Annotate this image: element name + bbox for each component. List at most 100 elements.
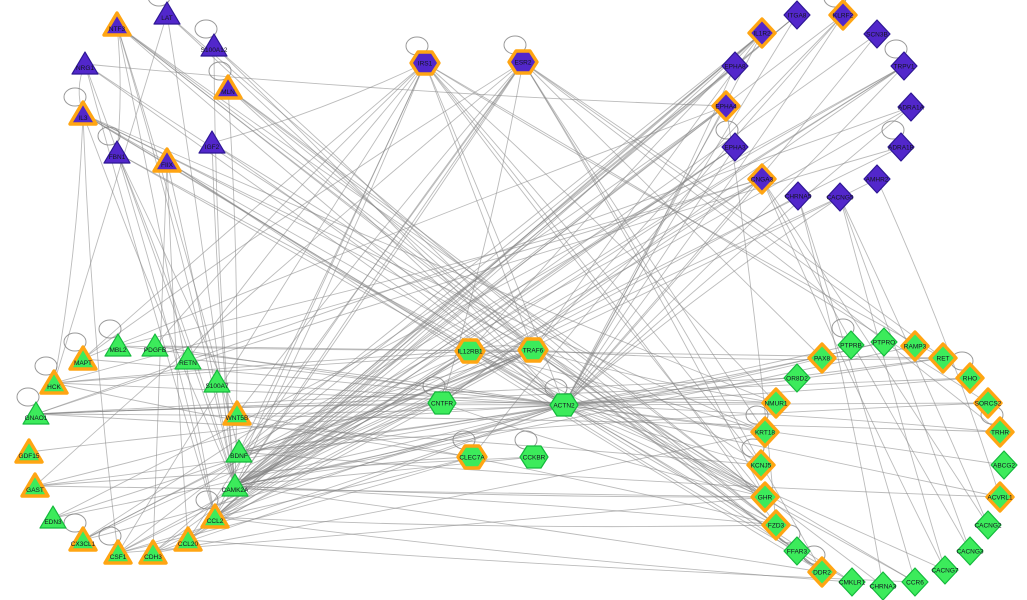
edge (117, 350, 471, 554)
node-chrna5[interactable]: CHRNA5 (784, 181, 812, 211)
edge (117, 496, 766, 554)
edge (82, 178, 763, 541)
node-il3[interactable]: IL3 (68, 100, 98, 126)
edge (35, 413, 762, 466)
node-abcg2[interactable]: ABCG2 (990, 450, 1018, 480)
node-adra1a[interactable]: ADRA1A (897, 92, 925, 122)
edge (532, 32, 763, 351)
node-ntf3[interactable]: NTF3 (102, 11, 132, 37)
node-itga8[interactable]: ITGA8 (783, 0, 811, 30)
node-igf2[interactable]: IGF2 (198, 130, 226, 154)
node-actn2[interactable]: ACTN2 (549, 393, 579, 417)
node-ddr2[interactable]: DDR2 (807, 556, 837, 588)
edge (214, 516, 777, 528)
edge (214, 456, 473, 518)
node-traf6[interactable]: TRAF6 (517, 337, 549, 363)
edge (563, 178, 763, 406)
node-chrna3[interactable]: CHRNA3 (869, 571, 897, 600)
diamond-node-shape (956, 536, 984, 566)
diamond-node-shape (783, 0, 811, 30)
node-ret[interactable]: RET (928, 342, 958, 374)
edge (35, 377, 971, 415)
triangle-node-shape (152, 147, 182, 173)
node-cacng5[interactable]: CACNG5 (826, 182, 854, 212)
node-edn3[interactable]: EDN3 (39, 505, 67, 529)
edge (152, 14, 798, 554)
triangle-node-shape (68, 526, 98, 552)
node-trhr[interactable]: TRHR (985, 416, 1015, 448)
node-s100a12[interactable]: S100A12 (200, 33, 228, 57)
node-or8d2[interactable]: OR8D2 (783, 363, 811, 393)
edge (441, 65, 905, 404)
node-cnga3[interactable]: CNGA3 (747, 163, 777, 195)
node-ramp3[interactable]: RAMP3 (900, 330, 930, 362)
node-adra1b[interactable]: ADRA1B (887, 132, 915, 162)
edge (117, 62, 426, 554)
diamond-node-shape (838, 567, 866, 597)
node-ccr6[interactable]: CCR6 (901, 567, 929, 597)
node-fbn1[interactable]: FBN1 (103, 140, 131, 164)
node-il12rb1[interactable]: IL12RB1 (454, 338, 486, 364)
node-esr2[interactable]: ESR2 (507, 49, 539, 75)
diamond-node-shape (985, 481, 1015, 513)
edge (236, 413, 777, 526)
edge (52, 65, 905, 519)
node-acvrl1[interactable]: ACVRL1 (985, 481, 1015, 513)
edge (154, 62, 426, 347)
node-nrg1[interactable]: NRG1 (71, 51, 99, 75)
self-loop-edge (881, 120, 905, 140)
node-cacng3[interactable]: CACNG3 (956, 536, 984, 566)
triangle-node-shape (222, 400, 252, 426)
node-amhr2[interactable]: AMHR2 (863, 164, 891, 194)
node-epha8[interactable]: EPHA8 (721, 51, 749, 81)
node-mbl2[interactable]: MBL2 (104, 333, 132, 357)
node-cmklr1[interactable]: CMKLR1 (838, 567, 866, 597)
diamond-node-shape (870, 327, 898, 357)
node-irs1[interactable]: IRS1 (409, 50, 441, 76)
edge (116, 152, 766, 498)
node-rho[interactable]: RHO (955, 362, 985, 394)
hexagon-node-shape (507, 49, 539, 75)
diamond-node-shape (761, 387, 791, 419)
edge (532, 349, 916, 583)
edge (166, 160, 236, 487)
node-cckbr[interactable]: CCKBR (519, 445, 549, 469)
diamond-node-shape (985, 416, 1015, 448)
edge (839, 196, 946, 571)
diamond-node-shape (826, 182, 854, 212)
edge (532, 349, 823, 573)
edge (82, 350, 471, 541)
edge (82, 113, 534, 351)
edge (116, 152, 236, 487)
edge (563, 404, 946, 571)
node-sorcs2[interactable]: SORCS2 (973, 387, 1003, 419)
node-cacng2[interactable]: CACNG2 (974, 510, 1002, 540)
edge (227, 87, 766, 498)
node-cntfr[interactable]: CNTFR (427, 391, 457, 415)
node-clec7a[interactable]: CLEC7A (456, 444, 488, 470)
diamond-node-shape (783, 363, 811, 393)
node-scn3b[interactable]: SCN3B (863, 19, 891, 49)
edge (82, 113, 777, 404)
node-lat[interactable]: LAT (153, 1, 181, 25)
node-cx3cl1[interactable]: CX3CL1 (68, 526, 98, 552)
hexagon-node-shape (454, 338, 486, 364)
triangle-node-shape (203, 369, 231, 393)
node-cacng7[interactable]: CACNG7 (931, 555, 959, 585)
edge (187, 358, 565, 406)
edge (117, 456, 473, 554)
hexagon-node-shape (519, 445, 549, 469)
node-kcnj5[interactable]: KCNJ5 (746, 449, 776, 481)
edge (82, 62, 426, 360)
node-cdh3[interactable]: CDH3 (138, 539, 168, 565)
edge (797, 195, 916, 583)
edge (35, 146, 902, 415)
node-krt18[interactable]: KRT18 (750, 416, 780, 448)
edge (234, 456, 535, 487)
edge (238, 32, 763, 453)
self-loop-edge (148, 0, 170, 7)
diamond-node-shape (863, 164, 891, 194)
self-loop-edge (98, 319, 122, 339)
node-gnao1[interactable]: GNAO1 (22, 401, 50, 425)
edge (469, 32, 763, 352)
